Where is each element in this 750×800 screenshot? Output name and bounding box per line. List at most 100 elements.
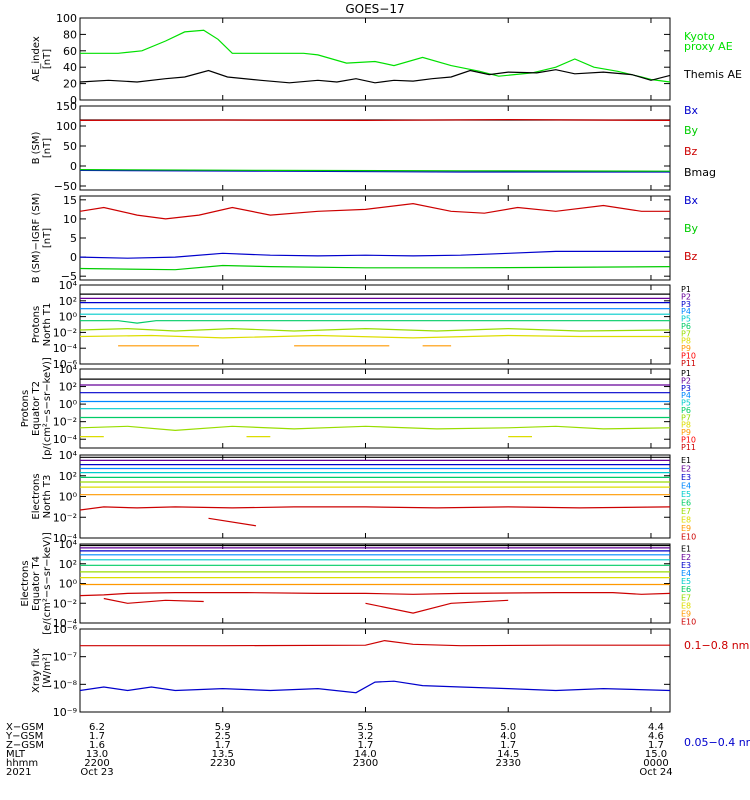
- y-tick-label: 10²: [59, 381, 77, 394]
- legend-entry: P2: [681, 293, 691, 302]
- legend-entry: E4: [681, 569, 691, 578]
- footer-value: 2230: [210, 758, 235, 769]
- footer-value: 0000: [643, 758, 668, 769]
- y-axis-label: Equator T2: [31, 381, 42, 436]
- footer-value: 2.5: [215, 731, 231, 742]
- legend-entry: Themis AE: [683, 68, 742, 81]
- legend-entry: P9: [681, 428, 691, 437]
- series-themis-ae: [79, 69, 671, 84]
- footer-value: 5.0: [500, 722, 516, 733]
- footer-value: 2200: [84, 758, 109, 769]
- y-tick-label: 10⁻²: [53, 511, 77, 524]
- footer-value: 3.2: [358, 731, 374, 742]
- y-axis-label: North T1: [42, 303, 53, 347]
- footer-value: 5.9: [215, 722, 231, 733]
- legend-entry: P6: [681, 406, 691, 415]
- legend-entry: E10: [681, 618, 696, 627]
- y-tick-label: 10⁴: [59, 279, 78, 292]
- footer-value: 14.0: [354, 749, 376, 760]
- legend-entry: P3: [681, 300, 691, 309]
- legend-entry: 0.1−0.8 nm: [684, 639, 749, 652]
- y-tick-label: 100: [56, 120, 77, 133]
- panel-frame: [79, 105, 671, 191]
- legend-entry: Bz: [684, 145, 698, 158]
- y-tick-label: 10⁰: [59, 311, 78, 324]
- y-tick-label: 5: [70, 232, 77, 245]
- y-tick-label: −5: [61, 270, 77, 283]
- y-tick-label: 10⁻⁶: [53, 358, 78, 371]
- y-tick-label: 10⁻⁸: [53, 678, 78, 691]
- series-e10b: [103, 597, 204, 604]
- legend-entry: P6: [681, 322, 691, 331]
- footer-value: 1.7: [89, 731, 105, 742]
- legend-entry: E5: [681, 577, 691, 586]
- y-tick-label: 10⁻²: [53, 416, 77, 429]
- panel-3: −5 0 5 10 15 B (SM)−IGRF (SM) [nT] Bx By Bz: [31, 193, 699, 284]
- y-tick-label: 0: [70, 160, 77, 173]
- legend-entry: P7: [681, 413, 691, 422]
- y-tick-label: 10⁻⁹: [53, 706, 77, 719]
- y-tick-label: 10⁰: [59, 578, 78, 591]
- footer-row-label: Z−GSM: [6, 740, 44, 751]
- y-tick-label: 10: [63, 213, 77, 226]
- y-axis-label: B (SM)−IGRF (SM): [31, 193, 42, 284]
- y-axis-label: Electrons: [20, 560, 31, 606]
- y-tick-label: 10²: [59, 558, 77, 571]
- legend-entry: P4: [681, 391, 691, 400]
- panel-8: 10⁻⁹ 10⁻⁸ 10⁻⁷ 10⁻⁶ Xray flux [W/m²] 0.1−0.8 n…: [31, 623, 750, 749]
- panel-7: 10⁻⁴ 10⁻² 10⁰ 10² 10⁴ Electrons Equator T4 [e/(…: [20, 532, 696, 635]
- legend-entry: P11: [681, 359, 696, 368]
- panel-2: −50 0 50 100 150 B (SM) [nT] Bx By Bz Bmag: [31, 100, 716, 193]
- series-e10: [79, 506, 671, 511]
- legend-entry: E1: [681, 456, 691, 465]
- panel-frame: [79, 543, 671, 624]
- footer-value: 5.5: [358, 722, 374, 733]
- y-tick-label: 0: [70, 94, 77, 107]
- footer-value: 4.6: [648, 731, 664, 742]
- legend-entry: E8: [681, 515, 691, 524]
- series-e10c: [365, 599, 509, 614]
- y-tick-label: 10⁻⁶: [53, 623, 78, 636]
- legend-entry: 0.05−0.4 nm: [684, 736, 750, 749]
- legend-entry: Bx: [684, 194, 699, 207]
- y-tick-label: 10⁻²: [53, 597, 77, 610]
- legend-entry: E3: [681, 561, 691, 570]
- footer-value: 2300: [353, 758, 378, 769]
- series-bz: [79, 118, 671, 122]
- legend-entry: E9: [681, 524, 691, 533]
- series-p7: [79, 327, 671, 332]
- footer-value: 15.0: [645, 749, 667, 760]
- legend-entry: P1: [681, 369, 691, 378]
- footer-row-label: 2021: [6, 767, 31, 778]
- series-bx: [79, 250, 670, 259]
- y-tick-label: 10⁻⁷: [53, 651, 77, 664]
- footer-value: 1.6: [89, 740, 105, 751]
- y-axis-label: [p/(cm²−s−sr−keV)]: [42, 357, 53, 460]
- series-e10: [79, 591, 671, 597]
- legend-entry: Kyoto: [684, 30, 715, 43]
- legend-entry: E5: [681, 490, 691, 499]
- panel-6: 10⁻⁴ 10⁻² 10⁰ 10² 10⁴ Electrons North T3 E1E2E3…: [31, 449, 696, 545]
- legend-entry: E6: [681, 585, 691, 594]
- series-p6: [80, 320, 670, 324]
- series-0-1-0-8-nm: [80, 639, 670, 647]
- y-tick-label: 80: [63, 28, 77, 41]
- y-tick-label: 50: [63, 140, 77, 153]
- series-p8: [79, 334, 670, 339]
- legend-entry: E3: [681, 473, 691, 482]
- footer-value: 14.5: [497, 749, 519, 760]
- y-tick-label: 10⁻⁴: [53, 433, 78, 446]
- y-tick-label: 10⁰: [59, 398, 78, 411]
- legend-entry: E10: [681, 532, 696, 541]
- footer-row-label: hhmm: [6, 758, 38, 769]
- series-p7: [79, 425, 671, 432]
- y-axis-label: [nT]: [42, 138, 53, 158]
- y-axis-label: Protons: [20, 390, 31, 427]
- series-by: [79, 264, 671, 271]
- legend-entry: P9: [681, 344, 691, 353]
- legend-entry: P5: [681, 315, 691, 324]
- y-tick-label: 100: [56, 12, 77, 25]
- y-axis-label: Equator T4: [31, 556, 42, 611]
- y-axis-label: B (SM): [31, 131, 42, 164]
- y-tick-label: 10⁴: [59, 449, 78, 462]
